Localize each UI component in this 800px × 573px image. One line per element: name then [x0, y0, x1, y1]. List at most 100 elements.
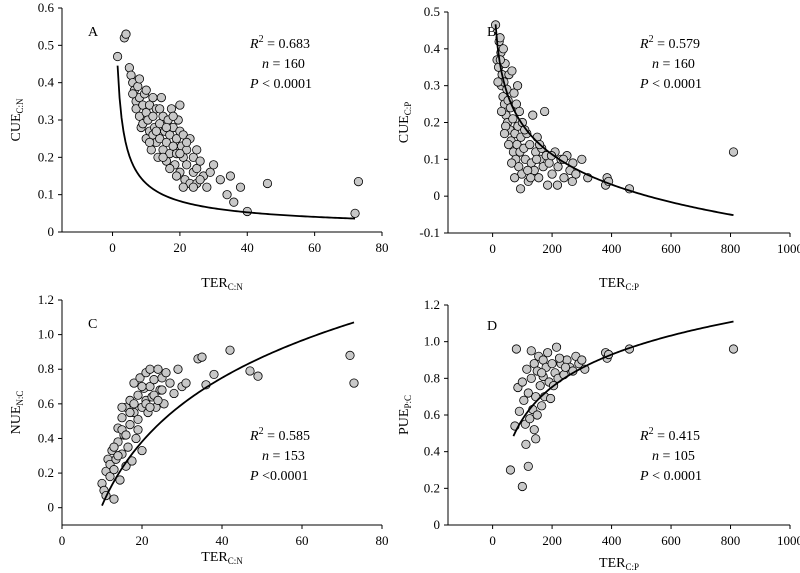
data-point [353, 177, 364, 187]
data-point [133, 414, 143, 425]
x-axis-label: TERC:P [599, 556, 639, 572]
data-point [148, 111, 158, 121]
y-axis-label-sub: C:N [15, 98, 25, 114]
data-point [537, 368, 547, 378]
data-point [153, 364, 163, 374]
x-tick-label: 40 [241, 240, 254, 255]
data-point [349, 378, 359, 388]
p-value-annotation: P < 0.0001 [249, 77, 312, 92]
data-point [508, 114, 518, 124]
y-tick-label: 0.6 [38, 0, 55, 15]
data-point [509, 88, 519, 98]
data-point [165, 378, 175, 388]
data-point [151, 126, 161, 136]
panel-letter: C [88, 317, 97, 332]
data-point [121, 29, 131, 39]
y-axis-label-main: CUE [397, 115, 412, 143]
panel-b: -0.1 0 0.1 0.2 0.3 0.4 0.5 0 200 400 600 800 1000 TER… [397, 4, 800, 292]
panel-letter: B [487, 25, 496, 40]
y-tick-label: 0 [434, 517, 441, 532]
x-axis-label-sub: C:N [228, 282, 244, 292]
data-point [129, 399, 139, 409]
data-point [520, 125, 530, 135]
x-tick-label: 600 [661, 241, 681, 256]
y-tick-label: 0.2 [424, 115, 440, 130]
data-point [141, 85, 151, 95]
data-point [137, 445, 147, 456]
data-point [495, 33, 505, 43]
data-point [158, 152, 168, 162]
y-axis-label-sub: C:P [403, 102, 413, 116]
data-point [519, 395, 529, 405]
data-point [117, 413, 127, 423]
data-point [168, 111, 178, 121]
data-point [532, 154, 542, 164]
data-point [526, 173, 536, 183]
x-tick-label: 0 [489, 241, 496, 256]
x-tick-label: 800 [721, 241, 741, 256]
data-point [197, 352, 207, 362]
y-tick-label: 0.8 [424, 370, 440, 385]
data-point [262, 178, 273, 189]
data-point [229, 197, 239, 207]
data-point [208, 160, 219, 170]
x-axis-label-main: TER [201, 276, 228, 291]
panel-c: 0 0.2 0.4 0.6 0.8 1.0 1.2 0 20 40 60 80 TERC:N NUEN:C… [9, 292, 389, 566]
data-point [135, 373, 145, 383]
x-axis-label: TERC:N [201, 276, 243, 292]
x-tick-label: 400 [602, 241, 622, 256]
data-point [532, 410, 542, 420]
data-point [192, 163, 202, 174]
data-point [145, 402, 155, 412]
data-point [133, 390, 143, 400]
data-point [529, 425, 539, 435]
x-axis-label: TERC:P [599, 276, 639, 292]
data-point [205, 167, 215, 177]
data-point [517, 377, 527, 387]
data-point [129, 378, 139, 388]
data-point [560, 362, 571, 372]
y-axis-label-sub: P:C [403, 395, 413, 409]
data-point [109, 465, 119, 475]
r-squared-annotation: R2 = 0.415 [639, 426, 700, 444]
data-point [505, 465, 516, 475]
y-tick-label: 1.0 [424, 334, 440, 349]
y-tick-label: 0.2 [38, 149, 54, 164]
data-point [253, 371, 263, 381]
n-annotation: n = 105 [652, 449, 695, 464]
x-tick-label: 60 [296, 533, 309, 548]
data-point [182, 137, 192, 147]
x-tick-label: 800 [721, 533, 741, 548]
x-axis-label-sub: C:N [228, 556, 244, 566]
data-point [161, 122, 172, 133]
data-point [540, 106, 550, 117]
data-point [173, 364, 183, 374]
data-point [526, 346, 536, 356]
y-tick-label: 1.2 [38, 292, 54, 307]
data-point [515, 184, 526, 194]
x-tick-label: 0 [109, 240, 116, 255]
data-point [153, 395, 163, 405]
data-point [109, 442, 119, 452]
data-point [525, 140, 535, 150]
data-point [496, 106, 507, 117]
y-tick-label: 0 [48, 500, 55, 515]
data-point [175, 100, 185, 110]
p-value-annotation: P < 0.0001 [639, 469, 702, 484]
n-annotation: n = 160 [652, 57, 695, 72]
data-point [146, 145, 156, 155]
y-tick-label: 0.6 [38, 396, 55, 411]
x-tick-label: 1000 [777, 241, 800, 256]
data-point [534, 173, 544, 183]
panel-letter: D [487, 319, 497, 334]
data-point [493, 77, 503, 87]
data-point [522, 364, 532, 374]
data-point [499, 128, 510, 139]
data-point [523, 461, 533, 471]
y-tick-label: 0.4 [38, 75, 55, 90]
data-point [728, 147, 739, 157]
y-tick-label: 0.4 [38, 430, 55, 445]
data-point [169, 388, 179, 399]
data-point [121, 430, 131, 440]
